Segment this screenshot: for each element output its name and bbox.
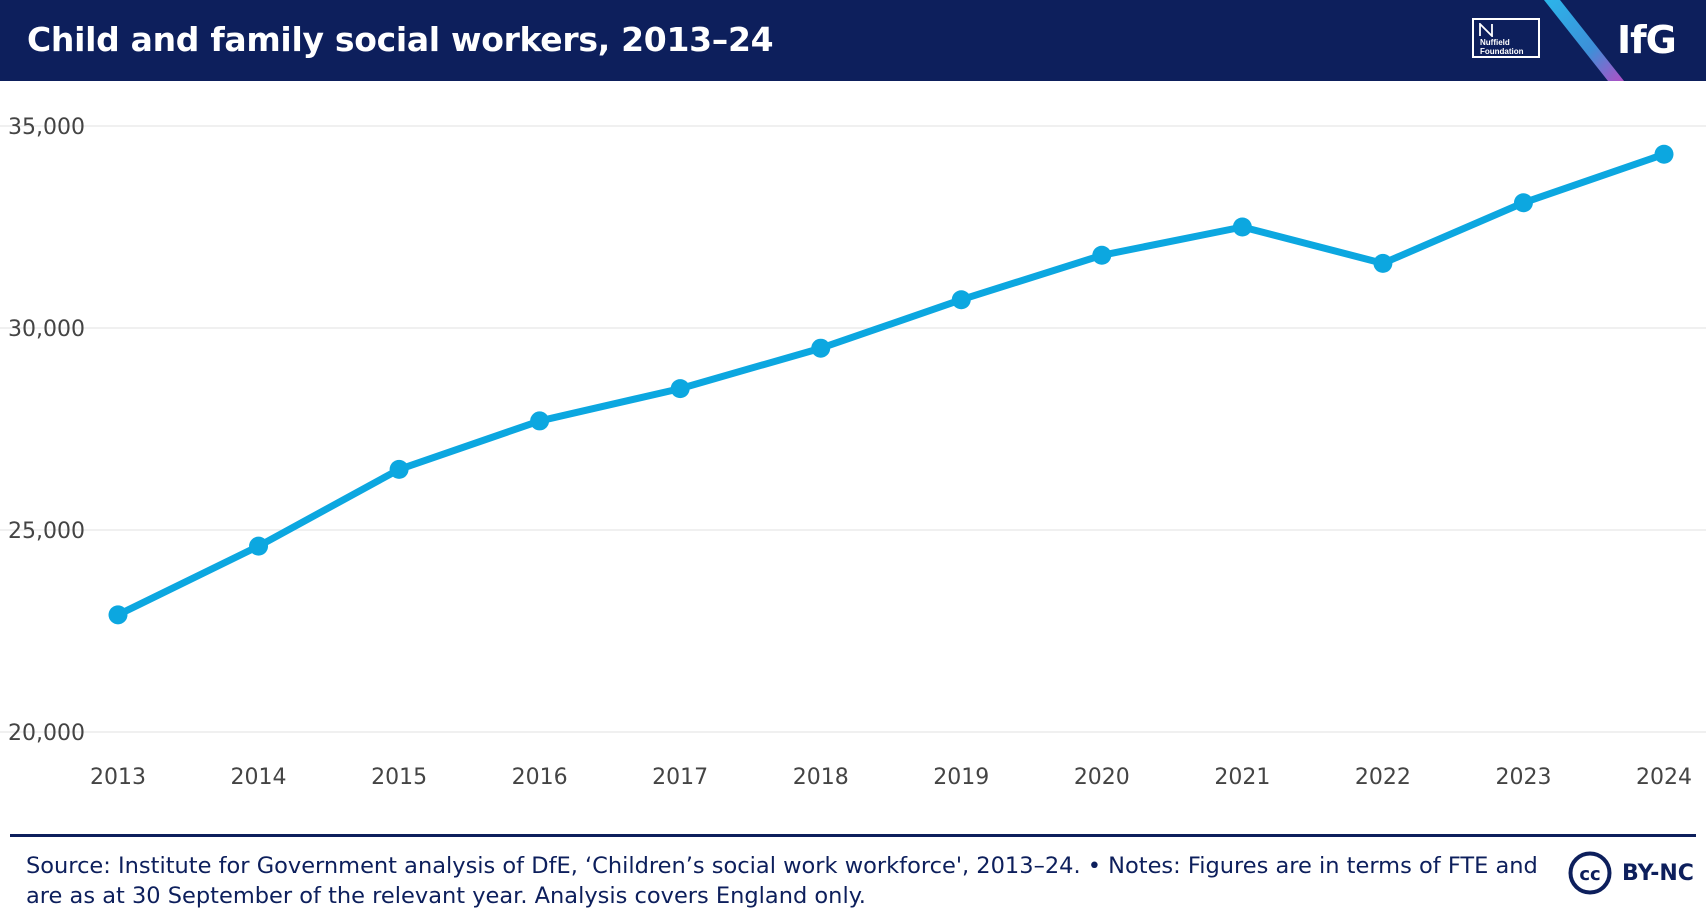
data-point	[811, 338, 831, 358]
nuffield-mark-icon	[1479, 23, 1493, 37]
x-tick-label: 2018	[793, 765, 849, 790]
license-label: BY-NC	[1622, 861, 1694, 886]
x-tick-label: 2013	[90, 765, 146, 790]
nuffield-logo-line-2: Foundation	[1480, 47, 1524, 56]
chart-title: Child and family social workers, 2013–24	[27, 20, 774, 59]
x-axis-labels: 2013 2014 2015 2016 2017 2018 2019 2020 2021 2022…	[90, 765, 1692, 790]
ifg-logo: IfG	[1617, 18, 1677, 62]
series-layer	[108, 144, 1674, 625]
source-notes: Source: Institute for Government analysi…	[26, 851, 1566, 911]
data-point	[1513, 193, 1533, 213]
source-line-1: Source: Institute for Government analysi…	[26, 853, 1538, 879]
data-point	[249, 536, 269, 556]
brand-stripe-icon	[1544, 0, 1624, 81]
creative-commons-icon: cc	[1568, 851, 1612, 895]
x-tick-label: 2021	[1214, 765, 1270, 790]
y-axis-labels: 20,000 25,000 30,000 35,000	[8, 115, 85, 746]
y-tick-label: 25,000	[8, 519, 85, 544]
footer-divider	[10, 834, 1696, 837]
data-point	[1092, 245, 1112, 265]
y-tick-label: 20,000	[8, 721, 85, 746]
x-tick-label: 2022	[1355, 765, 1411, 790]
data-point	[1654, 144, 1674, 164]
x-tick-label: 2024	[1636, 765, 1692, 790]
header-bar: Child and family social workers, 2013–24…	[0, 0, 1706, 81]
data-point	[951, 290, 971, 310]
series-line	[114, 150, 1668, 619]
y-tick-label: 35,000	[8, 115, 85, 140]
y-tick-label: 30,000	[8, 317, 85, 342]
nuffield-foundation-logo: Nuffield Foundation	[1472, 18, 1540, 58]
license-badge-text: cc	[1579, 864, 1600, 885]
x-tick-label: 2023	[1495, 765, 1551, 790]
data-point	[670, 379, 690, 399]
data-point	[108, 605, 128, 625]
data-point	[389, 459, 409, 479]
nuffield-logo-line-1: Nuffield	[1480, 38, 1510, 47]
x-tick-label: 2017	[652, 765, 708, 790]
x-tick-label: 2019	[933, 765, 989, 790]
x-tick-label: 2014	[231, 765, 287, 790]
data-point	[1373, 253, 1393, 273]
gridlines	[0, 125, 1706, 733]
x-tick-label: 2016	[512, 765, 568, 790]
x-tick-label: 2015	[371, 765, 427, 790]
source-line-2: are as at 30 September of the relevant y…	[26, 883, 866, 909]
x-tick-label: 2020	[1074, 765, 1130, 790]
data-point	[1232, 217, 1252, 237]
data-point	[530, 411, 550, 431]
